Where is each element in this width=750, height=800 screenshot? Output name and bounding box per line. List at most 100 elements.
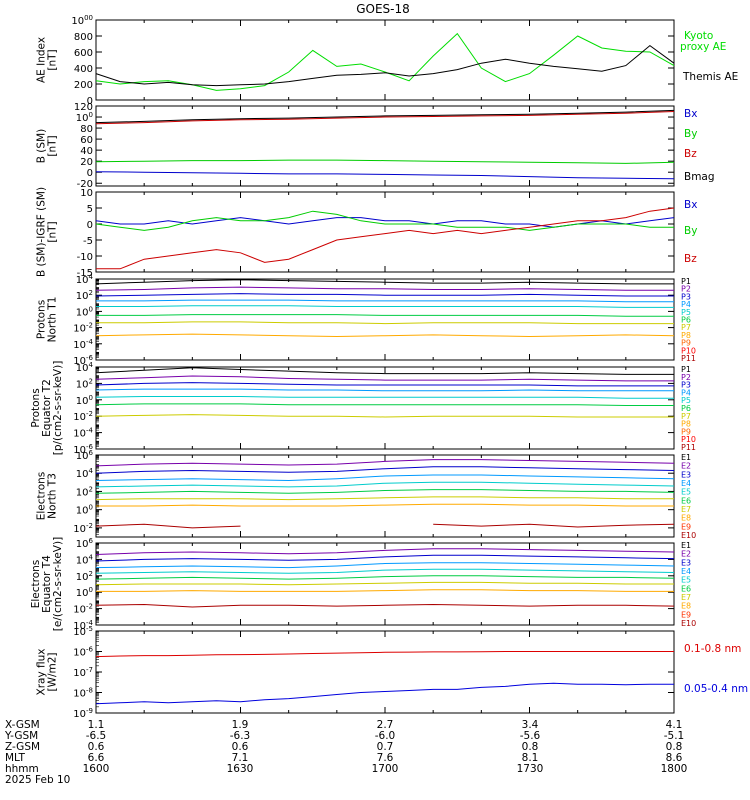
ephemeris-value: -6.3 [230,730,251,742]
y-tick-label: 10-2 [73,522,93,535]
panel-frame [95,630,675,714]
legend-entry: E3 [681,470,691,479]
legend-entry: By [684,225,697,237]
y-tick-label: 104 [76,361,94,374]
series-line-e7 [95,496,674,501]
legend-entry: P11 [681,443,696,452]
legend-entry: P4 [681,388,691,397]
series-line-p8 [95,333,675,338]
legend-entry: P9 [681,427,691,436]
legend-entry: E8 [681,602,691,611]
series-line-e6 [95,489,675,494]
series-line-p6 [95,403,674,406]
y-tick-label: 200 [74,80,93,91]
legend-entry: E2 [681,462,691,471]
series-line-0.1-0.8-nm [95,651,674,658]
ephemeris-value: -5.1 [664,730,685,742]
series-line-by [95,159,675,164]
legend-entry: By [684,128,697,140]
y-tick-label: 10-9 [73,707,93,720]
legend-entry: Bmag [684,171,715,183]
y-tick-label: 102 [76,485,93,498]
y-tick-label: 10 [80,188,93,199]
ephemeris-value: 1700 [372,763,399,775]
y-tick-label: 10-6 [73,354,93,367]
series-line-bz [95,111,675,125]
ephemeris-value: 0.7 [377,741,394,753]
series-line-bmag [95,109,675,124]
ephemeris-value: 1.1 [88,719,105,731]
panel-6: 10-4 10-2 100 102 104 106 ElectronsEquator T4[… [30,537,696,632]
y-tick-label: 10-8 [73,687,93,700]
legend-entry: P7 [681,412,691,421]
legend-entry: P2 [681,285,691,294]
y-axis-label: ElectronsEquator T4[e/(cm2-s-sr-keV)] [30,537,64,631]
y-tick-label: 10-6 [73,443,93,456]
ephemeris-value: 7.1 [232,752,249,764]
series-line-p5 [95,396,674,399]
y-axis-label: ElectronsNorth T3 [36,472,59,521]
legend-entry: Kyoto [684,30,713,42]
legend-entry: proxy AE [680,41,726,53]
legend-entry: P4 [681,300,691,309]
series-line-by [95,210,674,231]
series-line-e8 [96,503,674,507]
series-line-0.05-0.4-nm [95,682,674,705]
ephemeris-value: 7.6 [377,752,394,764]
ephemeris-value: -6.0 [375,730,396,742]
legend-entry: E2 [681,550,691,559]
series-line-themis-ae [95,44,675,87]
y-tick-label: 10-4 [73,427,93,440]
series-line-bz [96,207,675,270]
y-tick-label: 80 [80,124,93,135]
legend-entry: E1 [681,453,691,462]
panel-0: 0 200 400 600 800 1000 AE Index[nT] Kyotoproxy … [36,14,739,107]
y-tick-label: 20 [80,157,93,168]
y-tick-label: 1000 [71,14,93,27]
y-tick-label: 40 [80,146,93,157]
series-line-p6 [96,314,674,317]
y-tick-label: 800 [74,32,93,43]
y-tick-label: 10-7 [73,666,93,679]
legend-entry: E5 [681,488,691,497]
series-line-kyoto-proxy-ae [95,32,675,91]
legend-entry: E3 [681,558,691,567]
y-axis-label: ProtonsNorth T1 [36,297,59,343]
series-line-bx [95,171,675,180]
legend-entry: E9 [681,522,691,531]
legend-entry: Bz [684,253,697,265]
series-line-e9 [95,523,675,529]
series-line-e5 [95,568,675,574]
legend-entry: E1 [681,541,691,550]
panel-7: 10-9 10-8 10-7 10-6 10-5 Xray flux[W/m2] 0.1-0… [36,625,749,720]
legend-entry: P8 [681,331,691,340]
y-tick-label: 10-2 [73,322,93,335]
series-line-e9 [95,603,675,608]
series-line-p3 [95,382,674,387]
y-tick-label: 600 [74,48,93,59]
series-line-e2 [95,548,675,555]
y-tick-label: 10-2 [73,603,93,616]
series-line-p2 [95,286,674,291]
panel-3: 10-6 10-4 10-2 100 102 104 ProtonsNorth T1 P1P2… [36,273,697,367]
ephemeris-value: 8.6 [666,752,683,764]
legend-entry: Bz [684,148,697,160]
ephemeris-value: 2.7 [377,719,394,731]
series-line-p1 [95,367,674,375]
legend-entry: P3 [681,381,691,390]
panel-frame [95,19,675,101]
series-line-p2 [95,375,674,382]
panel-2: -15 -10 -5 0 5 10 B (SM)-IGRF (SM)[nT] Bx By Bz [36,187,698,279]
legend-entry: E9 [681,610,691,619]
y-tick-label: -10 [77,252,93,263]
panel-frame [95,191,675,273]
ephemeris-value: 0.8 [522,741,539,753]
panel-frame [95,454,675,538]
legend-entry: 0.05-0.4 nm [684,683,748,695]
ephemeris-value: 0.6 [232,741,249,753]
y-axis-label: AE Index[nT] [36,37,59,83]
y-tick-label: 100 [76,394,93,407]
y-tick-label: 10-2 [73,410,93,423]
